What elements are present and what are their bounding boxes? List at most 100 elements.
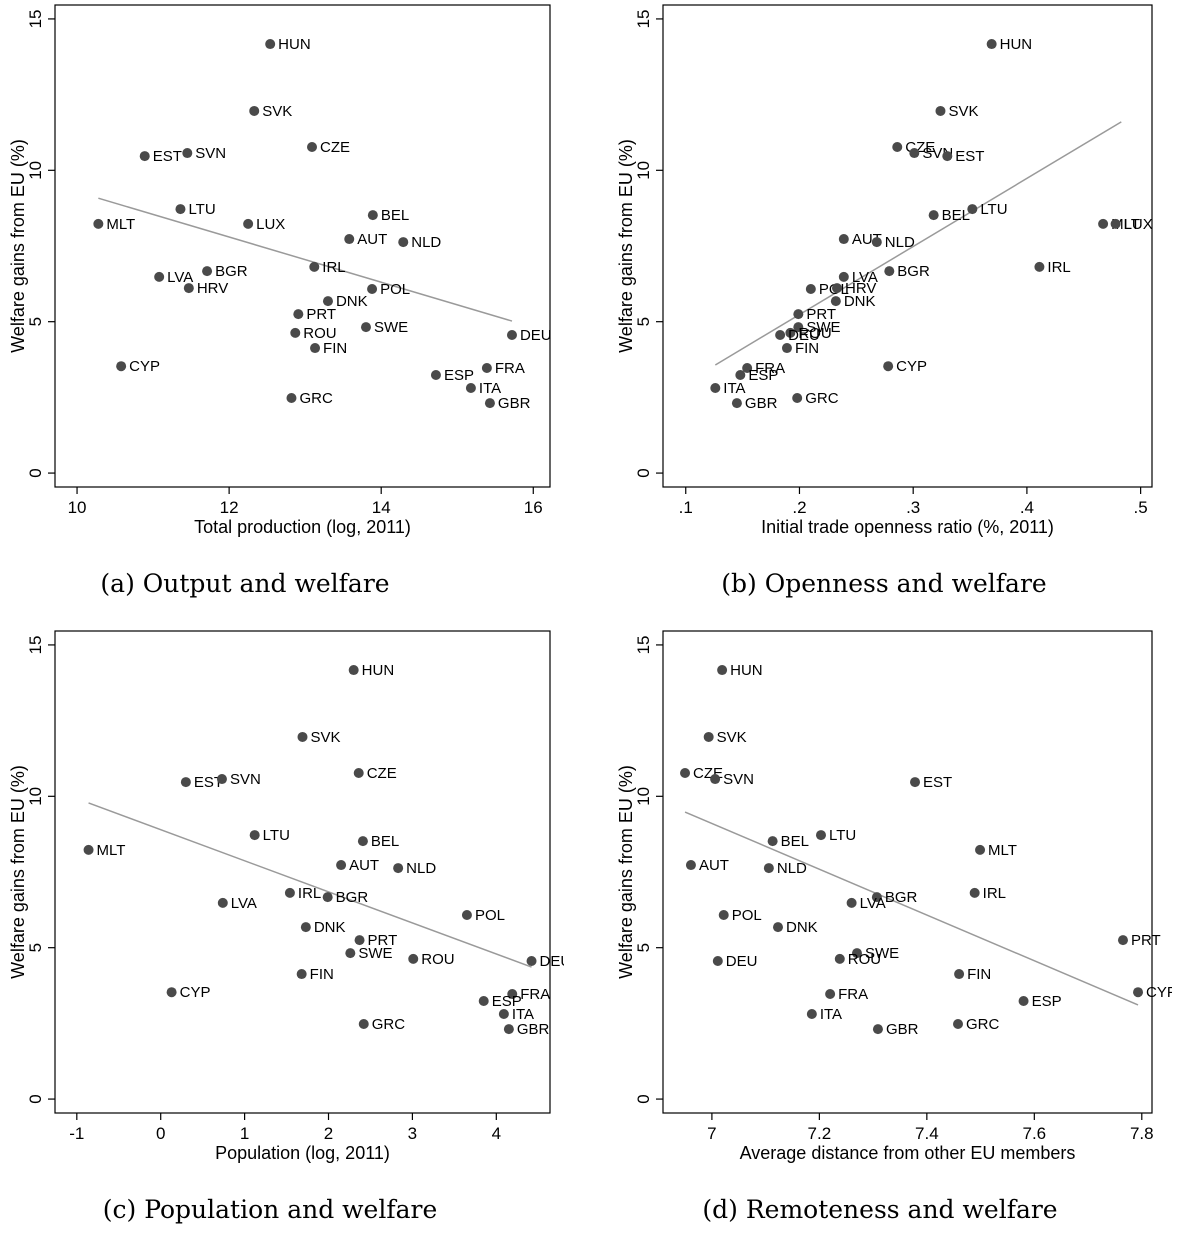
point (986, 39, 997, 50)
point (348, 665, 359, 676)
y-tick-label: 15 (26, 635, 45, 654)
point-label: ESP (492, 993, 522, 1010)
point-label: AUT (699, 857, 729, 874)
point-label: FRA (838, 986, 868, 1003)
point (526, 956, 537, 967)
point (93, 218, 104, 229)
point (763, 863, 774, 874)
point (767, 836, 778, 847)
point-label: EST (194, 774, 223, 791)
x-tick-label: 7 (707, 1124, 716, 1143)
plot-frame (662, 630, 1153, 1114)
point-label: LUX (1124, 216, 1153, 233)
point (871, 237, 882, 248)
point-label: GBR (886, 1021, 919, 1038)
point-label: AUT (349, 857, 379, 874)
point-label: HRV (197, 280, 228, 297)
point (975, 844, 986, 855)
point (180, 777, 191, 788)
point-label: MLT (106, 216, 135, 233)
point-label: FRA (495, 360, 525, 377)
point-label: PRT (806, 306, 836, 323)
point (883, 361, 894, 372)
y-tick-label: 15 (634, 9, 653, 28)
y-tick-label: 10 (634, 787, 653, 806)
point-label: LTU (980, 201, 1007, 218)
point (928, 210, 939, 221)
point-label: ITA (820, 1006, 842, 1023)
point (478, 995, 489, 1006)
point-label: ROU (798, 325, 831, 342)
point-label: BGR (885, 889, 918, 906)
point-label: FRA (520, 986, 550, 1003)
point-label: HRV (845, 280, 876, 297)
subtitle: (d) Remoteness and welfare (702, 1195, 1057, 1224)
point (834, 953, 845, 964)
point-label: LTU (829, 827, 856, 844)
point (360, 322, 371, 333)
point-label: SVN (723, 771, 754, 788)
point (345, 948, 356, 959)
point-label: SVN (230, 771, 261, 788)
x-tick-label: .1 (679, 498, 693, 517)
point (506, 330, 517, 341)
point (293, 309, 304, 320)
point-label: ITA (479, 380, 501, 397)
point (772, 922, 783, 933)
point (1018, 995, 1029, 1006)
point-label: NLD (777, 860, 807, 877)
point-label: DNK (336, 293, 368, 310)
point (367, 283, 378, 294)
point (953, 1018, 964, 1029)
point (742, 363, 753, 374)
y-tick-label: 0 (634, 1094, 653, 1103)
point (731, 398, 742, 409)
point (851, 948, 862, 959)
point-label: GBR (517, 1021, 550, 1038)
point (680, 767, 691, 778)
point (284, 887, 295, 898)
point-label: BEL (942, 207, 970, 224)
point (942, 151, 953, 162)
point (710, 774, 721, 785)
point (336, 860, 347, 871)
point (154, 271, 165, 282)
point-label: LVA (167, 269, 193, 286)
plot-frame (54, 630, 551, 1114)
point (297, 731, 308, 742)
point (408, 953, 419, 964)
x-tick-label: .5 (1134, 498, 1148, 517)
x-axis-title: Total production (log, 2011) (194, 517, 411, 537)
panel: 0 5 10 15 10 12 14 16 HUN SVK EST SVN CZE LTU MLT LUX BE… (8, 4, 552, 598)
point (216, 774, 227, 785)
point-label: BGR (215, 263, 248, 280)
point-label: DNK (786, 919, 818, 936)
point (481, 363, 492, 374)
y-tick-label: 5 (26, 943, 45, 952)
point (806, 1008, 817, 1019)
point-label: ESP (1032, 993, 1062, 1010)
y-tick-label: 0 (634, 468, 653, 477)
point (909, 148, 920, 159)
point (182, 148, 193, 159)
plot-frame (662, 4, 1153, 488)
y-axis-title: Welfare gains from EU (%) (8, 765, 28, 979)
point-label: SWE (374, 319, 408, 336)
y-axis-title: Welfare gains from EU (%) (616, 139, 636, 353)
point-label: ITA (723, 380, 745, 397)
y-tick-label: 0 (26, 468, 45, 477)
subtitle: (c) Population and welfare (103, 1195, 438, 1224)
x-tick-label: 10 (68, 498, 87, 517)
point-label: LVA (852, 269, 878, 286)
point (217, 897, 228, 908)
point-label: IRL (983, 885, 1006, 902)
point-label: IRL (298, 885, 321, 902)
point (465, 382, 476, 393)
point-label: LTU (188, 201, 215, 218)
y-tick-label: 5 (26, 317, 45, 326)
point-label: FIN (795, 340, 819, 357)
point-label: FIN (967, 966, 991, 983)
y-tick-label: 0 (26, 1094, 45, 1103)
point (309, 261, 320, 272)
